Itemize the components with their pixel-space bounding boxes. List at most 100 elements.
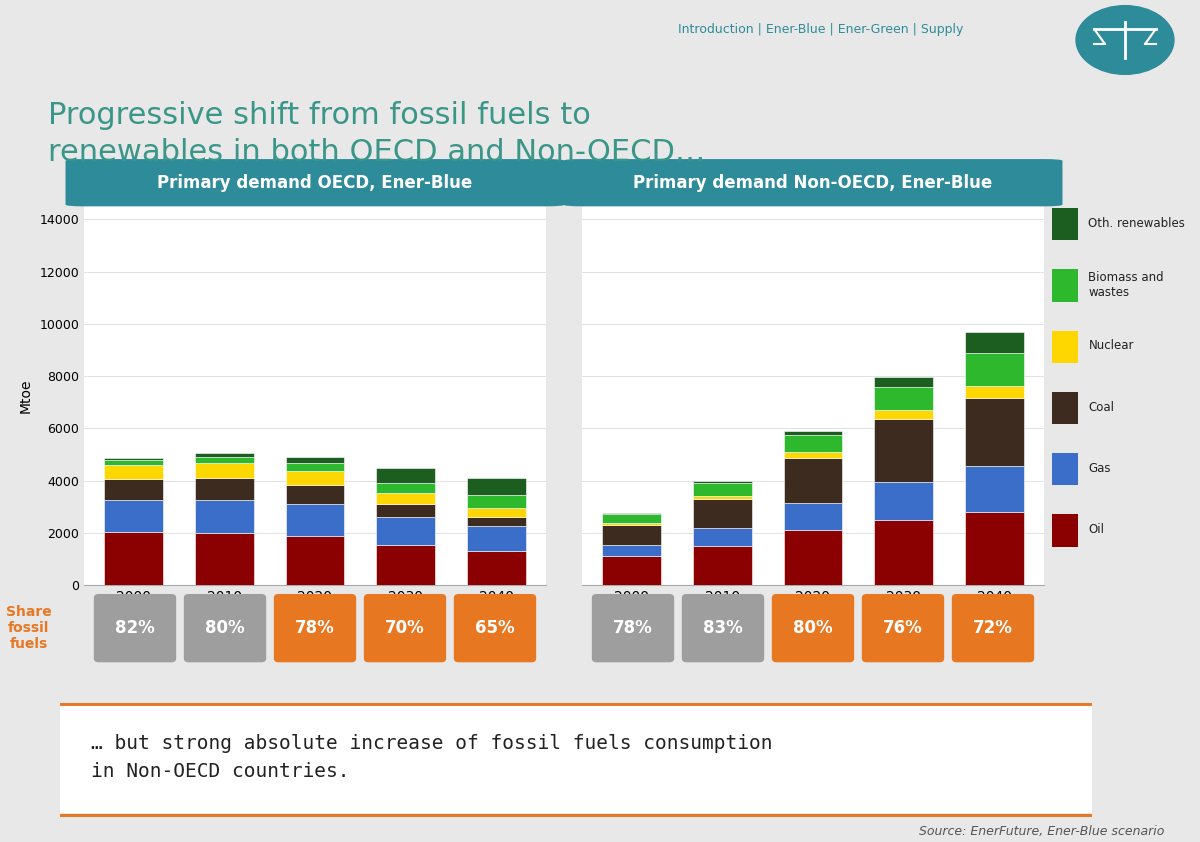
FancyBboxPatch shape <box>772 594 854 663</box>
Bar <box>286 463 344 471</box>
FancyBboxPatch shape <box>952 594 1034 663</box>
FancyBboxPatch shape <box>1052 514 1079 546</box>
FancyBboxPatch shape <box>1052 392 1079 424</box>
Bar <box>965 512 1024 585</box>
Bar <box>467 508 526 517</box>
Bar <box>194 500 254 533</box>
Bar <box>286 504 344 536</box>
FancyBboxPatch shape <box>564 159 1062 206</box>
FancyBboxPatch shape <box>184 594 266 663</box>
Bar <box>874 482 934 520</box>
FancyBboxPatch shape <box>274 594 356 663</box>
Text: Source: EnerFuture, Ener-Blue scenario: Source: EnerFuture, Ener-Blue scenario <box>919 825 1164 838</box>
Bar <box>784 530 842 585</box>
Bar <box>194 457 254 463</box>
Bar <box>965 333 1024 353</box>
Bar <box>874 520 934 585</box>
FancyBboxPatch shape <box>1052 453 1079 485</box>
Text: Nuclear: Nuclear <box>1088 339 1134 352</box>
Bar <box>376 545 436 585</box>
Text: Biomass and
wastes: Biomass and wastes <box>1088 270 1164 299</box>
Bar <box>784 431 842 435</box>
Bar <box>104 460 163 465</box>
Text: Oil: Oil <box>1088 523 1104 536</box>
Bar <box>376 493 436 504</box>
Text: Share
fossil
fuels: Share fossil fuels <box>6 605 52 652</box>
Bar <box>965 398 1024 466</box>
FancyBboxPatch shape <box>1052 208 1079 241</box>
Bar <box>376 482 436 493</box>
Bar <box>467 477 526 494</box>
Bar <box>286 485 344 504</box>
Text: 83%: 83% <box>703 619 743 637</box>
Bar <box>602 545 661 557</box>
Bar <box>467 494 526 508</box>
Bar <box>194 453 254 457</box>
Bar <box>874 377 934 386</box>
Bar <box>194 463 254 478</box>
Text: 80%: 80% <box>205 619 245 637</box>
Bar <box>692 546 752 585</box>
Bar <box>286 457 344 463</box>
Bar <box>874 419 934 482</box>
Bar <box>376 517 436 545</box>
Text: Progressive shift from fossil fuels to
renewables in both OECD and Non-OECD…: Progressive shift from fossil fuels to r… <box>48 101 706 167</box>
Bar <box>104 500 163 531</box>
Bar <box>602 523 661 525</box>
Text: Gas: Gas <box>1088 462 1111 475</box>
Text: 82%: 82% <box>115 619 155 637</box>
Text: 76%: 76% <box>883 619 923 637</box>
FancyBboxPatch shape <box>35 704 1118 816</box>
Text: Coal: Coal <box>1088 401 1115 413</box>
Bar <box>286 536 344 585</box>
Text: Primary demand Non-OECD, Ener-Blue: Primary demand Non-OECD, Ener-Blue <box>634 173 992 192</box>
FancyBboxPatch shape <box>94 594 176 663</box>
FancyBboxPatch shape <box>364 594 446 663</box>
Text: … but strong absolute increase of fossil fuels consumption
in Non-OECD countries: … but strong absolute increase of fossil… <box>91 734 773 781</box>
Y-axis label: Mtoe: Mtoe <box>18 379 32 413</box>
Text: 70%: 70% <box>385 619 425 637</box>
FancyBboxPatch shape <box>454 594 536 663</box>
Bar <box>467 526 526 552</box>
FancyBboxPatch shape <box>682 594 764 663</box>
Bar <box>194 478 254 500</box>
Bar <box>104 465 163 479</box>
Bar <box>965 353 1024 386</box>
Bar <box>692 481 752 483</box>
Bar <box>965 466 1024 512</box>
FancyBboxPatch shape <box>592 594 674 663</box>
Bar <box>784 503 842 530</box>
Bar <box>784 452 842 458</box>
FancyBboxPatch shape <box>1052 269 1079 301</box>
Bar <box>874 386 934 410</box>
Text: 72%: 72% <box>973 619 1013 637</box>
Bar <box>784 458 842 503</box>
Bar <box>602 514 661 523</box>
Bar <box>692 483 752 496</box>
Bar <box>784 435 842 452</box>
Text: Introduction | Ener-Blue | Ener-Green | Supply: Introduction | Ener-Blue | Ener-Green | … <box>678 23 964 36</box>
FancyBboxPatch shape <box>1052 331 1079 363</box>
FancyBboxPatch shape <box>66 159 564 206</box>
Text: 78%: 78% <box>613 619 653 637</box>
Bar <box>602 525 661 545</box>
Bar <box>376 468 436 482</box>
Bar <box>194 533 254 585</box>
Bar <box>467 517 526 526</box>
Bar <box>104 458 163 460</box>
Bar <box>965 386 1024 398</box>
Bar <box>602 557 661 585</box>
Circle shape <box>1076 6 1174 74</box>
Text: 80%: 80% <box>793 619 833 637</box>
Text: 78%: 78% <box>295 619 335 637</box>
FancyBboxPatch shape <box>862 594 944 663</box>
Text: 65%: 65% <box>475 619 515 637</box>
Bar <box>467 552 526 585</box>
Text: Oth. renewables: Oth. renewables <box>1088 217 1186 230</box>
Bar <box>692 496 752 499</box>
Bar <box>104 531 163 585</box>
Bar <box>692 528 752 546</box>
Bar <box>692 499 752 528</box>
Bar <box>874 410 934 419</box>
Text: Primary demand OECD, Ener-Blue: Primary demand OECD, Ener-Blue <box>157 173 473 192</box>
